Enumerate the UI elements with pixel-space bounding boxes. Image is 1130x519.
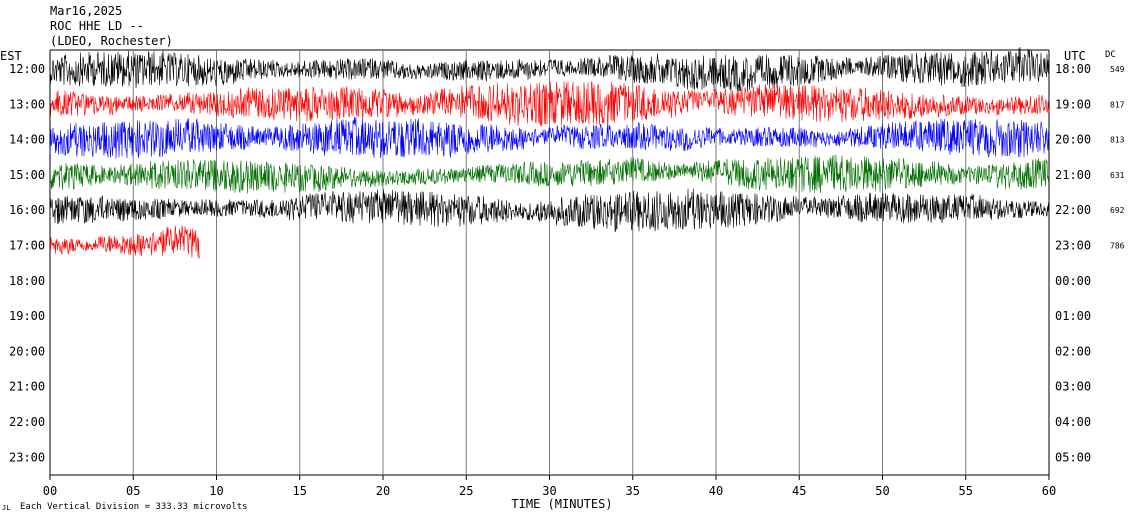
x-tick-label: 15 [293, 484, 307, 498]
x-tick-label: 20 [376, 484, 390, 498]
dc-value: 813 [1110, 136, 1125, 145]
chart-date: Mar16,2025 [50, 4, 122, 18]
seismic-trace [49, 154, 1050, 194]
seismic-trace [49, 116, 1050, 159]
utc-hour-label: 20:00 [1055, 133, 1091, 147]
utc-hour-label: 18:00 [1055, 62, 1091, 76]
seismic-trace [49, 81, 1050, 127]
x-tick-label: 40 [709, 484, 723, 498]
chart-network: (LDEO, Rochester) [50, 34, 173, 48]
x-tick-label: 35 [626, 484, 640, 498]
dc-value: 817 [1110, 100, 1125, 109]
x-tick-label: 30 [542, 484, 556, 498]
corner-mark: JL [2, 504, 10, 512]
utc-hour-label: 03:00 [1055, 380, 1091, 394]
est-hour-label: 15:00 [9, 168, 45, 182]
utc-hour-label: 02:00 [1055, 344, 1091, 358]
x-tick-label: 50 [875, 484, 889, 498]
x-tick-label: 55 [959, 484, 973, 498]
dc-value: 631 [1110, 171, 1125, 180]
est-hour-label: 14:00 [9, 133, 45, 147]
est-hour-label: 22:00 [9, 415, 45, 429]
x-tick-label: 60 [1042, 484, 1056, 498]
utc-hour-label: 00:00 [1055, 274, 1091, 288]
est-axis-label: EST [0, 49, 22, 63]
x-axis-ticks: 00 05 10 15 20 25 30 35 40 45 50 55 60 [43, 475, 1056, 498]
est-hour-label: 13:00 [9, 97, 45, 111]
utc-hour-label: 01:00 [1055, 309, 1091, 323]
est-hour-label: 19:00 [9, 309, 45, 323]
est-hour-label: 23:00 [9, 450, 45, 464]
est-hour-labels: 12:00 13:00 14:00 15:00 16:00 17:00 18:00 19:00… [9, 62, 45, 464]
scale-note: Each Vertical Division = 333.33 microvol… [20, 502, 248, 512]
utc-axis-label: UTC [1064, 49, 1086, 63]
seismic-trace [49, 188, 1050, 233]
est-hour-label: 18:00 [9, 274, 45, 288]
x-tick-label: 25 [459, 484, 473, 498]
est-hour-label: 12:00 [9, 62, 45, 76]
dc-value: 692 [1110, 206, 1125, 215]
utc-hour-label: 04:00 [1055, 415, 1091, 429]
est-hour-label: 21:00 [9, 380, 45, 394]
dc-value-labels: 549 817 813 631 692 786 [1110, 65, 1125, 251]
chart-station: ROC HHE LD -- [50, 19, 144, 33]
seismic-traces [49, 47, 1050, 259]
seismic-trace [49, 225, 200, 259]
est-hour-label: 20:00 [9, 344, 45, 358]
utc-hour-label: 22:00 [1055, 203, 1091, 217]
utc-hour-label: 21:00 [1055, 168, 1091, 182]
x-tick-label: 10 [209, 484, 223, 498]
utc-hour-label: 23:00 [1055, 239, 1091, 253]
est-hour-label: 16:00 [9, 203, 45, 217]
dc-value: 549 [1110, 65, 1125, 74]
dc-header-label: DC [1105, 50, 1116, 60]
dc-value: 786 [1110, 242, 1125, 251]
x-tick-label: 05 [126, 484, 140, 498]
est-hour-label: 17:00 [9, 239, 45, 253]
utc-hour-labels: 18:00 19:00 20:00 21:00 22:00 23:00 00:00 01:00… [1055, 62, 1091, 464]
utc-hour-label: 19:00 [1055, 97, 1091, 111]
seismic-trace [49, 47, 1050, 92]
x-tick-label: 00 [43, 484, 57, 498]
x-tick-label: 45 [792, 484, 806, 498]
x-axis-title: TIME (MINUTES) [511, 497, 612, 511]
utc-hour-label: 05:00 [1055, 450, 1091, 464]
